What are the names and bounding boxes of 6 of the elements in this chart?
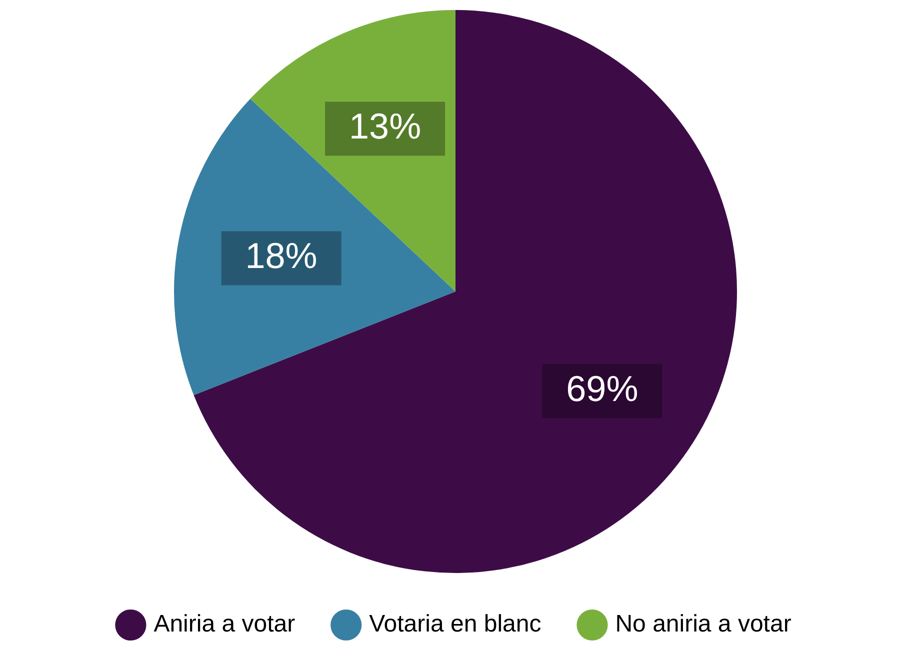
data-label: 18% xyxy=(245,235,318,276)
legend-label: No aniria a votar xyxy=(615,610,792,638)
data-label: 13% xyxy=(349,106,422,147)
data-label: 69% xyxy=(566,368,638,410)
legend-label: Votaria en blanc xyxy=(369,610,542,638)
legend-label: Aniria a votar xyxy=(154,610,296,638)
